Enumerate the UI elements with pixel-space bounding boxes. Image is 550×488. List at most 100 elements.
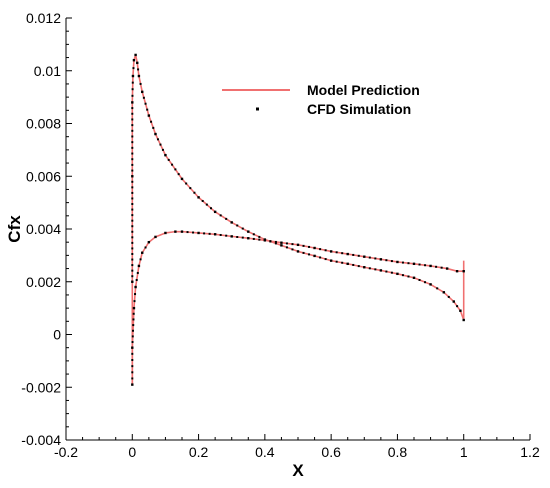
marker-cfd-simulation xyxy=(258,238,261,241)
marker-cfd-simulation xyxy=(401,274,404,277)
data-point-cfd-simulation xyxy=(346,252,349,256)
data-point-cfd-simulation xyxy=(329,250,333,253)
marker-cfd-simulation xyxy=(252,233,255,236)
marker-cfd-simulation xyxy=(131,197,134,200)
marker-cfd-simulation xyxy=(225,217,228,220)
marker-cfd-simulation xyxy=(407,275,410,278)
x-tick-label: 0.4 xyxy=(255,444,275,460)
marker-cfd-simulation xyxy=(418,278,421,281)
legend-swatch-cfd xyxy=(256,107,259,111)
marker-cfd-simulation xyxy=(131,236,134,239)
data-point-cfd-simulation xyxy=(134,53,137,57)
data-point-cfd-simulation xyxy=(230,221,233,224)
marker-cfd-simulation xyxy=(390,271,393,274)
data-point-cfd-simulation xyxy=(329,259,333,262)
marker-cfd-simulation xyxy=(208,232,211,235)
marker-cfd-simulation xyxy=(146,108,149,111)
marker-cfd-simulation xyxy=(135,278,138,281)
marker-cfd-simulation xyxy=(131,329,134,332)
marker-cfd-simulation xyxy=(368,256,371,259)
data-point-cfd-simulation xyxy=(131,101,134,104)
data-point-cfd-simulation xyxy=(213,210,217,214)
data-point-cfd-simulation xyxy=(230,235,233,238)
marker-cfd-simulation xyxy=(131,258,134,261)
data-point-cfd-simulation xyxy=(197,231,200,235)
marker-cfd-simulation xyxy=(357,254,360,257)
y-axis-title: Cfx xyxy=(5,215,24,243)
marker-cfd-simulation xyxy=(131,377,134,380)
x-tick-label: -0.2 xyxy=(54,444,78,460)
marker-cfd-simulation xyxy=(131,81,134,84)
marker-cfd-simulation xyxy=(424,281,427,284)
marker-cfd-simulation xyxy=(241,236,244,239)
marker-cfd-simulation xyxy=(201,199,204,202)
data-point-cfd-simulation xyxy=(363,255,366,258)
marker-cfd-simulation xyxy=(205,203,208,206)
marker-cfd-simulation xyxy=(131,352,134,355)
y-axis-ticks: -0.004 -0.002 0 0.002 0.004 0.006 0.008 0.01 0.0… xyxy=(21,10,72,448)
data-point-cfd-simulation xyxy=(247,230,250,233)
marker-cfd-simulation xyxy=(436,287,439,290)
data-point-cfd-simulation xyxy=(141,90,144,94)
marker-cfd-simulation xyxy=(131,118,134,121)
x-tick-label: 0.6 xyxy=(321,444,341,460)
y-tick-label: 0.002 xyxy=(26,274,61,290)
marker-cfd-simulation xyxy=(131,247,134,250)
marker-cfd-simulation xyxy=(131,335,134,338)
data-point-cfd-simulation xyxy=(131,74,135,78)
marker-cfd-simulation xyxy=(390,260,393,263)
marker-cfd-simulation xyxy=(203,232,206,235)
x-tick-label: 0.8 xyxy=(388,444,408,460)
marker-cfd-simulation xyxy=(139,258,142,261)
marker-cfd-simulation xyxy=(456,305,459,308)
marker-cfd-simulation xyxy=(131,107,134,110)
marker-cfd-simulation xyxy=(131,241,134,244)
data-point-cfd-simulation xyxy=(280,241,283,244)
x-tick-label: 0.2 xyxy=(189,444,209,460)
marker-cfd-simulation xyxy=(285,246,288,249)
marker-cfd-simulation xyxy=(341,261,344,264)
marker-cfd-simulation xyxy=(440,266,443,269)
marker-cfd-simulation xyxy=(131,163,134,166)
marker-cfd-simulation xyxy=(131,264,134,267)
data-point-cfd-simulation xyxy=(131,280,134,283)
marker-cfd-simulation xyxy=(156,138,159,141)
y-tick-label: -0.002 xyxy=(21,379,61,395)
data-point-cfd-simulation xyxy=(141,251,144,254)
data-point-cfd-simulation xyxy=(131,346,134,349)
data-point-cfd-simulation xyxy=(164,153,167,157)
data-point-cfd-simulation xyxy=(442,291,446,294)
marker-cfd-simulation xyxy=(285,242,288,245)
marker-cfd-simulation xyxy=(335,251,338,254)
marker-cfd-simulation xyxy=(308,253,311,256)
data-point-cfd-simulation xyxy=(132,59,136,62)
data-point-cfd-simulation xyxy=(263,239,267,242)
marker-cfd-simulation xyxy=(131,186,134,189)
marker-cfd-simulation xyxy=(236,224,239,227)
marker-cfd-simulation xyxy=(131,341,134,344)
marker-cfd-simulation xyxy=(368,267,371,270)
marker-cfd-simulation xyxy=(131,365,134,368)
marker-cfd-simulation xyxy=(186,231,189,234)
marker-cfd-simulation xyxy=(401,261,404,264)
marker-cfd-simulation xyxy=(189,187,192,190)
data-point-cfd-simulation xyxy=(174,230,177,233)
marker-cfd-simulation xyxy=(131,219,134,222)
marker-cfd-simulation xyxy=(291,248,294,251)
marker-cfd-simulation xyxy=(302,251,305,254)
marker-cfd-simulation xyxy=(236,236,239,239)
marker-cfd-simulation xyxy=(219,214,222,217)
marker-cfd-simulation xyxy=(385,259,388,262)
marker-cfd-simulation xyxy=(447,295,450,298)
marker-cfd-simulation xyxy=(219,233,222,236)
series-layer xyxy=(131,53,465,386)
marker-cfd-simulation xyxy=(192,231,195,234)
y-tick-label: 0 xyxy=(53,327,61,343)
marker-cfd-simulation xyxy=(131,146,134,149)
marker-cfd-simulation xyxy=(131,88,134,91)
marker-cfd-simulation xyxy=(131,129,134,132)
marker-cfd-simulation xyxy=(131,230,134,233)
data-point-cfd-simulation xyxy=(154,235,157,239)
marker-cfd-simulation xyxy=(152,126,155,129)
